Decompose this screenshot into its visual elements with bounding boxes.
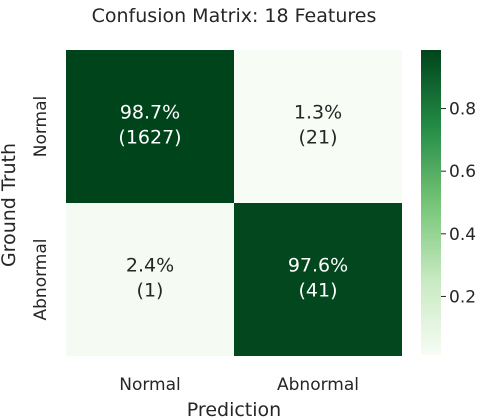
- cell-percent-label: 1.3%: [294, 102, 342, 124]
- heatmap-cell-r1-c1: [234, 203, 402, 356]
- heatmap-cell-r0-c0: [66, 50, 234, 203]
- heatmap-cells: [66, 50, 402, 356]
- cell-count-label: (1): [137, 280, 164, 302]
- y-tick-labels: Normal Abnormal: [31, 96, 51, 321]
- y-tick-label: Abnormal: [31, 239, 51, 321]
- colorbar-tick-label: 0.8: [449, 100, 476, 120]
- colorbar-ticks: 0.2 0.4 0.6 0.8: [441, 100, 476, 307]
- colorbar-tick-label: 0.4: [449, 225, 476, 245]
- colorbar-tick-label: 0.2: [449, 287, 476, 307]
- x-tick-label: Normal: [119, 375, 181, 395]
- cell-annotations: 98.7% (1627) 1.3% (21) 2.4% (1) 97.6% (41): [118, 102, 348, 302]
- x-tick-label: Abnormal: [277, 375, 359, 395]
- chart-title: Confusion Matrix: 18 Features: [92, 5, 377, 27]
- colorbar: [421, 50, 441, 355]
- cell-count-label: (41): [298, 280, 337, 302]
- y-tick-label: Normal: [31, 96, 51, 158]
- heatmap-cell-r0-c1: [234, 50, 402, 203]
- x-tick-labels: Normal Abnormal: [119, 375, 359, 395]
- cell-count-label: (21): [298, 127, 337, 149]
- cell-percent-label: 2.4%: [126, 255, 174, 277]
- cell-count-label: (1627): [118, 127, 181, 149]
- cell-percent-label: 98.7%: [120, 102, 180, 124]
- colorbar-tick-label: 0.6: [449, 162, 476, 182]
- cell-percent-label: 97.6%: [288, 255, 348, 277]
- heatmap-cell-r1-c0: [66, 203, 234, 356]
- y-axis-label: Ground Truth: [0, 143, 20, 267]
- x-axis-label: Prediction: [187, 399, 281, 420]
